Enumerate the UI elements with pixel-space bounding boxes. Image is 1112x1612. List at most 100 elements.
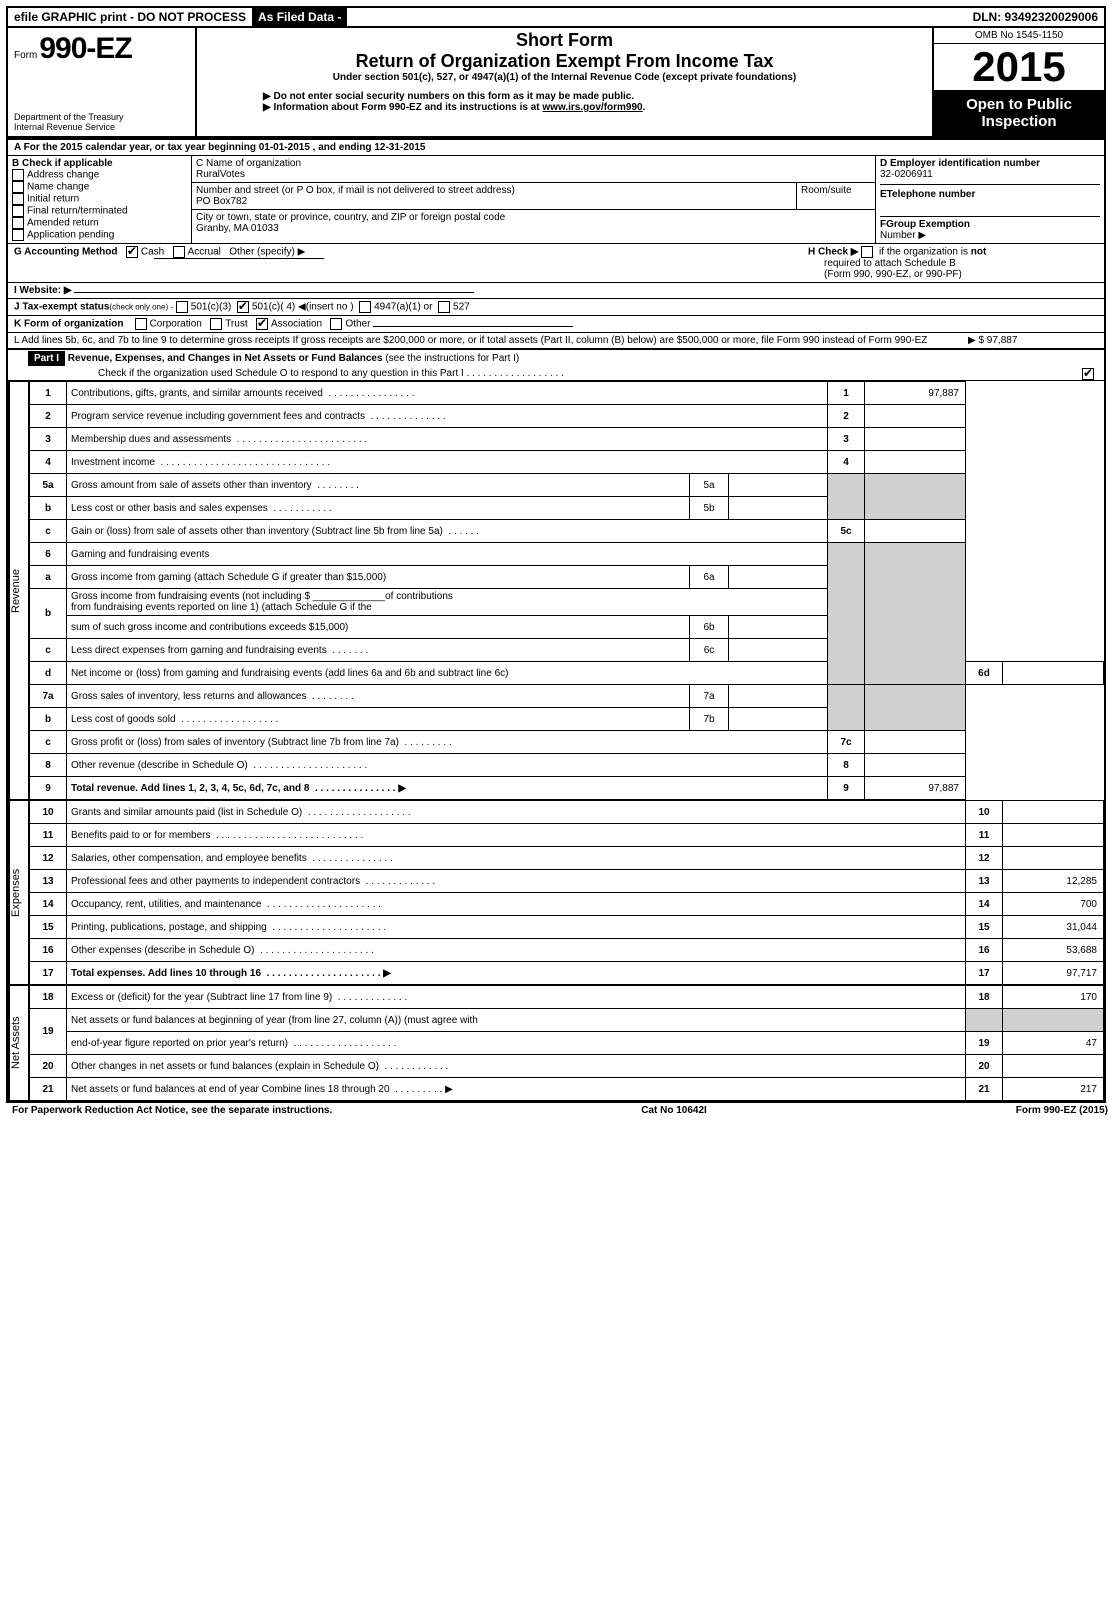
part1-sub: (see the instructions for Part I) — [385, 353, 519, 364]
line-6a: Gross income from gaming (attach Schedul… — [71, 572, 386, 583]
section-a: A For the 2015 calendar year, or tax yea… — [8, 138, 1104, 156]
line-6b3: sum of such gross income and contributio… — [71, 622, 348, 633]
val-17: 97,717 — [1003, 962, 1104, 985]
irs-link[interactable]: www.irs.gov/form990 — [542, 102, 642, 113]
h-label: H Check ▶ — [808, 247, 858, 258]
val-19: 47 — [1003, 1032, 1104, 1055]
line-5b: Less cost or other basis and sales expen… — [71, 503, 268, 514]
page-footer: For Paperwork Reduction Act Notice, see … — [6, 1103, 1112, 1118]
line-7c: Gross profit or (loss) from sales of inv… — [71, 737, 399, 748]
line-10: Grants and similar amounts paid (list in… — [71, 807, 302, 818]
tax-year: 2015 — [934, 44, 1104, 90]
check-corp[interactable] — [135, 318, 147, 330]
part1-title: Revenue, Expenses, and Changes in Net As… — [68, 353, 383, 364]
line-5c: Gain or (loss) from sale of assets other… — [71, 526, 443, 537]
f-label2: Number ▶ — [880, 230, 926, 241]
line-7b: Less cost of goods sold — [71, 714, 176, 725]
open-l1: Open to Public — [936, 96, 1102, 113]
check-4947[interactable] — [359, 301, 371, 313]
section-def: D Employer identification number 32-0206… — [875, 156, 1104, 243]
g-cash: Cash — [141, 247, 164, 258]
check-501c3[interactable] — [176, 301, 188, 313]
check-cash[interactable] — [126, 246, 138, 258]
line-6b2: from fundraising events reported on line… — [71, 602, 372, 613]
val-16: 53,688 — [1003, 939, 1104, 962]
b-opt-0: Address change — [27, 170, 99, 181]
h-text: if the organization is — [879, 247, 968, 258]
check-initial[interactable] — [12, 193, 24, 205]
form-990ez: efile GRAPHIC print - DO NOT PROCESS As … — [6, 6, 1106, 1103]
line-11: Benefits paid to or for members — [71, 830, 211, 841]
form-header: Form 990-EZ Department of the Treasury I… — [8, 28, 1104, 138]
line-17: Total expenses. Add lines 10 through 16 — [71, 968, 261, 979]
form-subtitle: Under section 501(c), 527, or 4947(a)(1)… — [203, 72, 926, 83]
omb-number: OMB No 1545-1150 — [934, 28, 1104, 44]
val-15: 31,044 — [1003, 916, 1104, 939]
k-o1: Corporation — [150, 319, 202, 330]
form-number: 990-EZ — [39, 32, 131, 66]
check-accrual[interactable] — [173, 246, 185, 258]
footer-right: Form 990-EZ (2015) — [1016, 1105, 1108, 1116]
line-3: Membership dues and assessments — [71, 434, 231, 445]
check-final[interactable] — [12, 205, 24, 217]
line-1: Contributions, gifts, grants, and simila… — [71, 388, 323, 399]
room-suite: Room/suite — [796, 183, 875, 209]
open-l2: Inspection — [936, 113, 1102, 130]
part1-header: Part I Revenue, Expenses, and Changes in… — [8, 350, 1104, 381]
b-opt-2: Initial return — [27, 194, 79, 205]
line-6b1: Gross income from fundraising events (no… — [71, 591, 453, 602]
check-name[interactable] — [12, 181, 24, 193]
line-16: Other expenses (describe in Schedule O) — [71, 945, 254, 956]
b-opt-3: Final return/terminated — [27, 206, 128, 217]
j-label: J Tax-exempt status — [14, 302, 109, 313]
k-o4: Other — [345, 319, 370, 330]
org-name: RuralVotes — [196, 169, 871, 180]
info-link-line: ▶ Information about Form 990-EZ and its … — [263, 102, 926, 113]
h-l3: (Form 990, 990-EZ, or 990-PF) — [808, 269, 962, 280]
k-o3: Association — [271, 319, 322, 330]
b-opt-1: Name change — [27, 182, 89, 193]
g-other: Other (specify) ▶ — [229, 247, 305, 258]
dept-irs: Internal Revenue Service — [14, 122, 189, 132]
f-label: FGroup Exemption — [880, 219, 970, 230]
check-other-org[interactable] — [330, 318, 342, 330]
footer-left: For Paperwork Reduction Act Notice, see … — [12, 1105, 332, 1116]
line-19b: end-of-year figure reported on prior yea… — [71, 1038, 288, 1049]
check-527[interactable] — [438, 301, 450, 313]
org-address: PO Box782 — [196, 196, 792, 207]
line-8: Other revenue (describe in Schedule O) — [71, 760, 248, 771]
ssn-warning: ▶ Do not enter social security numbers o… — [263, 91, 926, 102]
val-21: 217 — [1003, 1078, 1104, 1101]
check-address[interactable] — [12, 169, 24, 181]
section-i: I Website: ▶ — [8, 283, 1104, 299]
section-b: B Check if applicable Address change Nam… — [8, 156, 192, 243]
side-netassets: Net Assets — [8, 985, 29, 1101]
line-6: Gaming and fundraising events — [67, 543, 828, 566]
section-k: K Form of organization Corporation Trust… — [8, 316, 1104, 333]
h-not: not — [971, 247, 987, 258]
check-pending[interactable] — [12, 229, 24, 241]
h-l2: required to attach Schedule B — [808, 258, 956, 269]
line-19a: Net assets or fund balances at beginning… — [67, 1009, 966, 1032]
l-value: ▶ $ 97,887 — [968, 335, 1098, 346]
top-bar: efile GRAPHIC print - DO NOT PROCESS As … — [8, 8, 1104, 28]
short-form: Short Form — [203, 30, 926, 51]
as-filed: As Filed Data - — [252, 8, 347, 26]
side-revenue: Revenue — [8, 381, 29, 800]
form-title: Return of Organization Exempt From Incom… — [203, 51, 926, 72]
check-h[interactable] — [861, 246, 873, 258]
section-j: J Tax-exempt status(check only one) - 50… — [8, 299, 1104, 316]
section-l: L Add lines 5b, 6c, and 7b to line 9 to … — [8, 333, 1104, 350]
check-schedule-o[interactable] — [1082, 368, 1094, 380]
val-13: 12,285 — [1003, 870, 1104, 893]
efile-notice: efile GRAPHIC print - DO NOT PROCESS — [8, 8, 252, 26]
j-o3: 4947(a)(1) or — [374, 302, 432, 313]
org-city: Granby, MA 01033 — [196, 223, 871, 234]
check-501c4[interactable] — [237, 301, 249, 313]
check-trust[interactable] — [210, 318, 222, 330]
j-sub: (check only one) - — [109, 303, 173, 312]
c-addr-label: Number and street (or P O box, if mail i… — [196, 185, 792, 196]
c-name-label: C Name of organization — [196, 158, 871, 169]
check-assoc[interactable] — [256, 318, 268, 330]
check-amended[interactable] — [12, 217, 24, 229]
